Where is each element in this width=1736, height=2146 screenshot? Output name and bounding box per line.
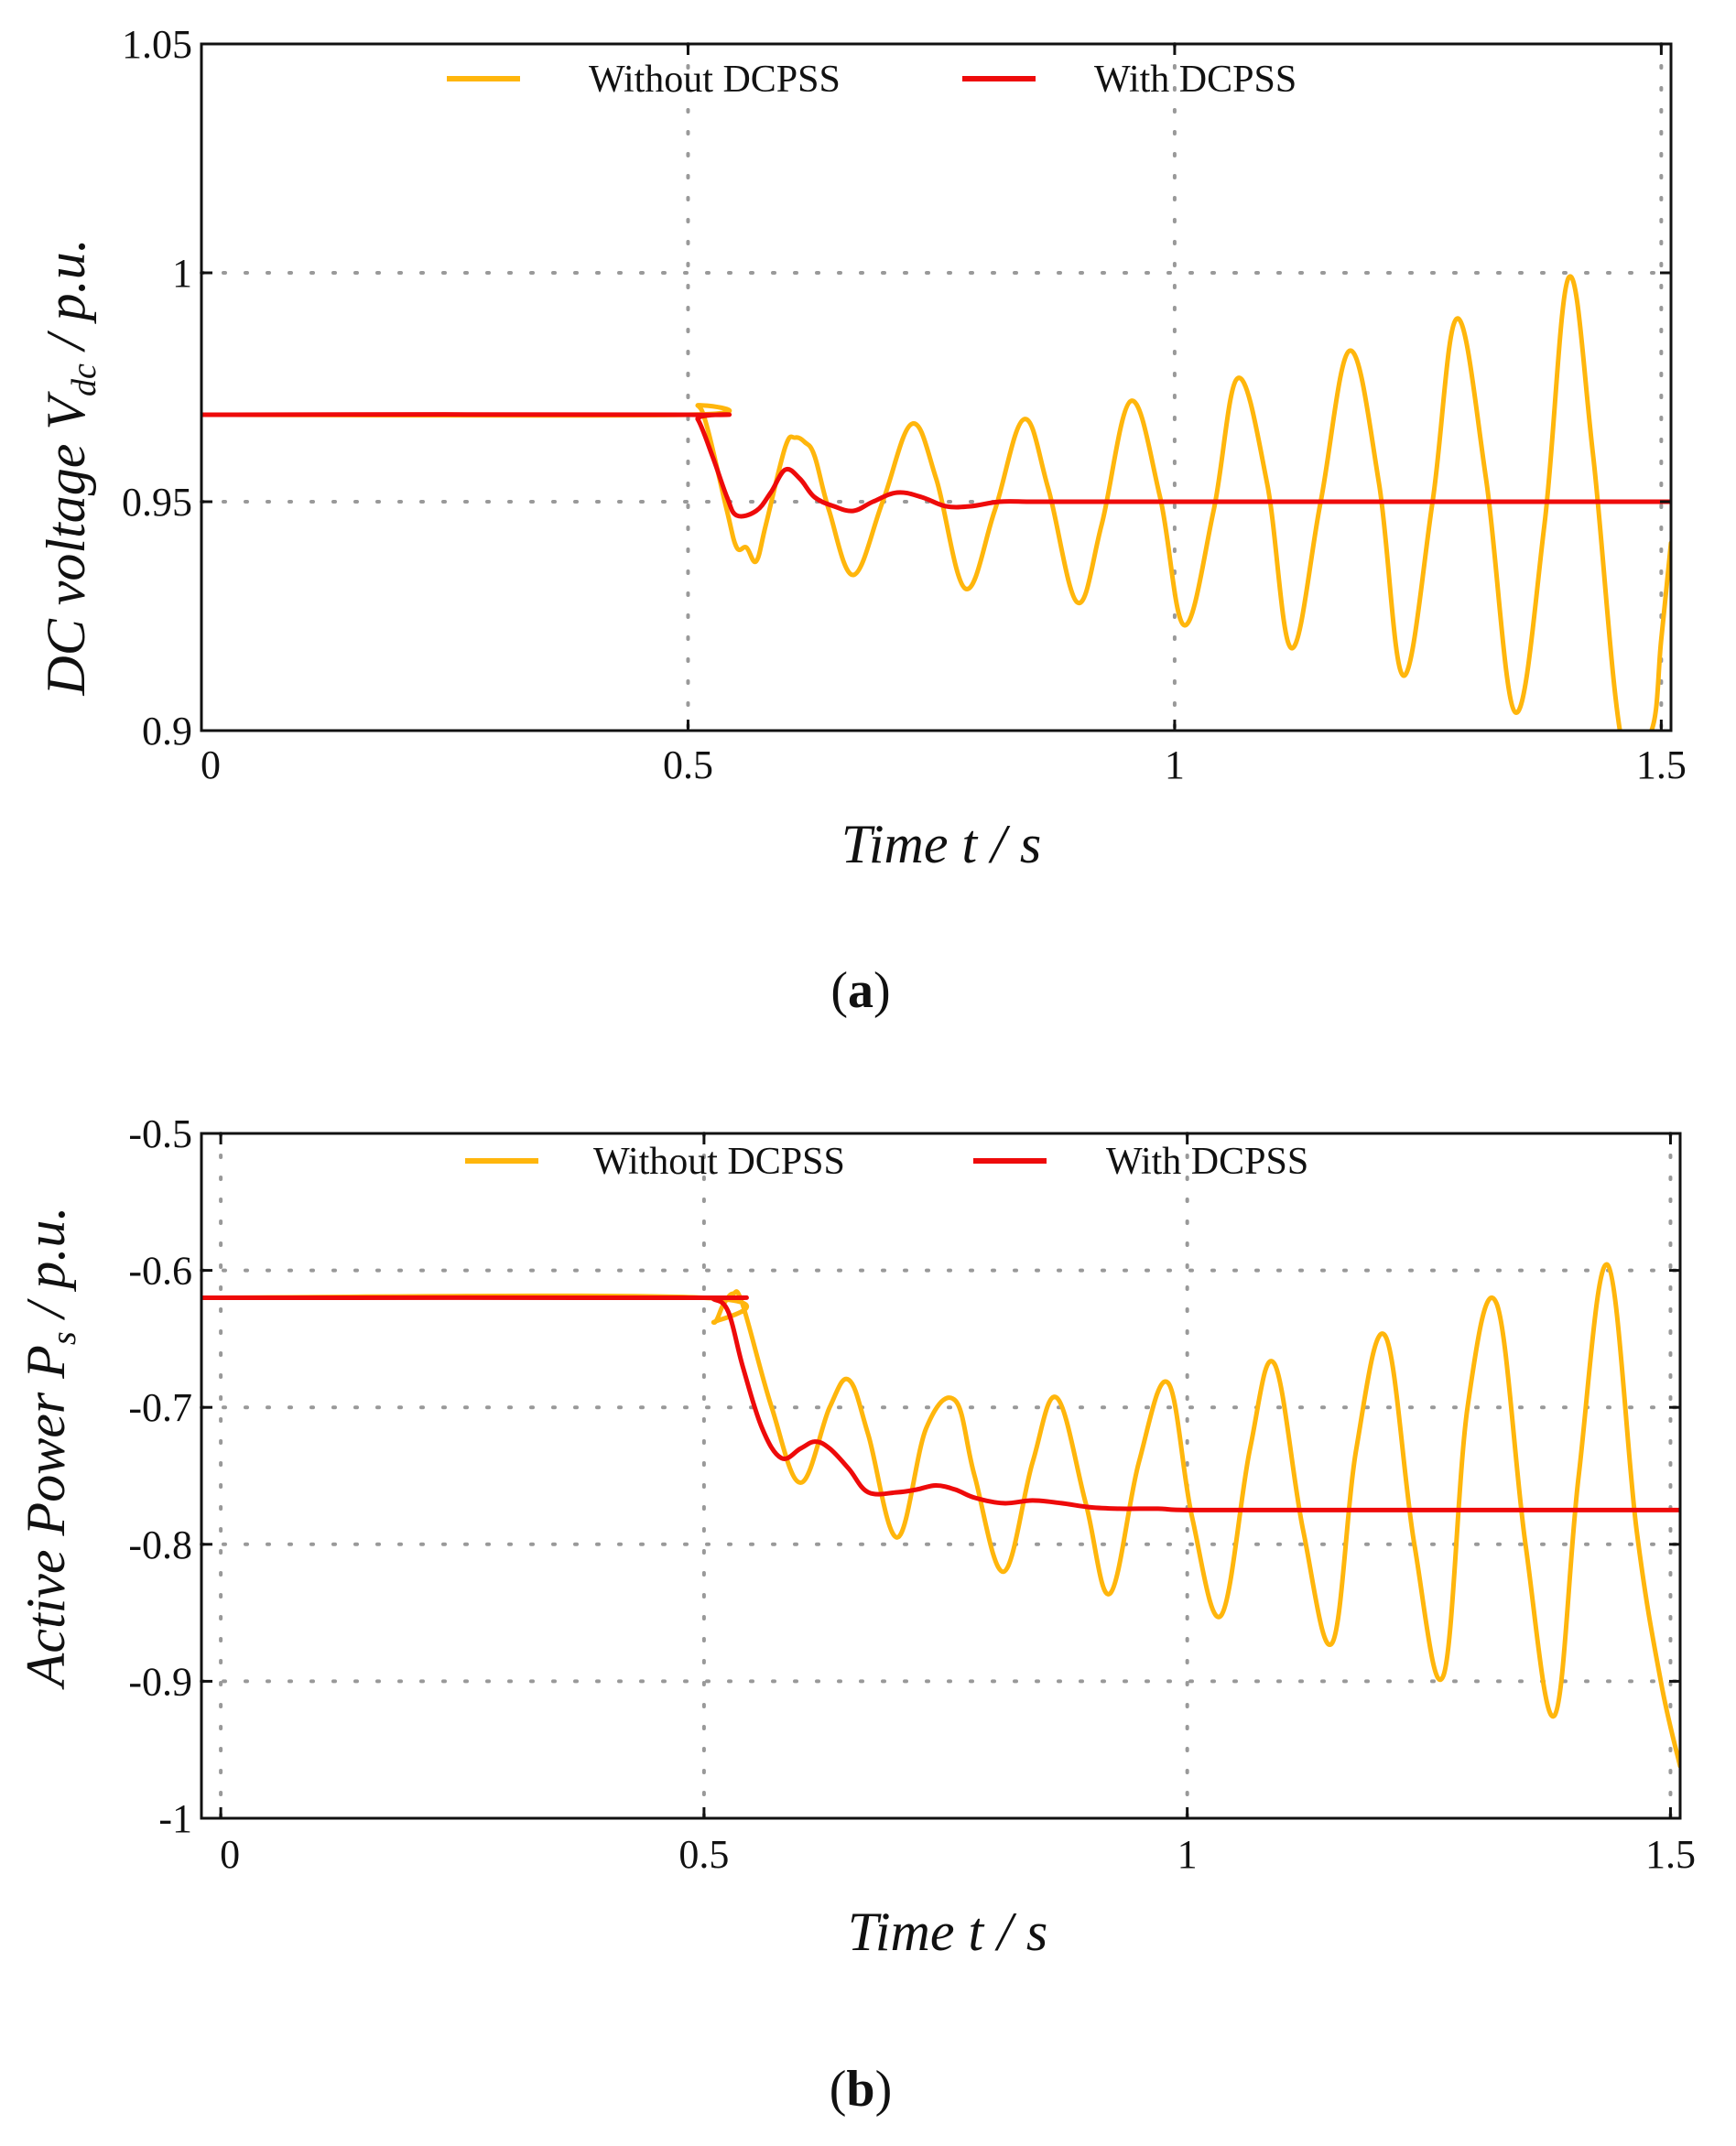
legend-label-without-dcpss-a: Without DCPSS xyxy=(589,59,841,101)
y-axis-title-a-unit: / p.u. xyxy=(36,238,96,363)
y-axis-title-b: Active Power Ps / p.u. xyxy=(16,1207,83,1691)
series-line-with-dcpss-a xyxy=(201,412,1671,519)
y-tick-label-b: -0.6 xyxy=(128,1249,192,1294)
series-line-without-dcpss-a xyxy=(201,274,1671,731)
x-tick-label-b: 1 xyxy=(1177,1832,1198,1877)
caption-b-letter: b xyxy=(846,2061,874,2118)
y-axis-title-b-unit: / p.u. xyxy=(16,1207,76,1332)
x-axis-title-b: Time t / s xyxy=(848,1902,1047,1962)
legend-label-without-dcpss-b: Without DCPSS xyxy=(593,1141,845,1183)
y-tick-label-b: -0.5 xyxy=(128,1111,192,1156)
y-tick-label-b: -0.7 xyxy=(128,1385,192,1430)
plot-frame-b xyxy=(200,1132,1682,1820)
x-tick-label-a: 1 xyxy=(1165,742,1185,787)
x-tick-label-b: 0 xyxy=(220,1832,240,1877)
series-line-with-dcpss-b xyxy=(201,1295,1680,1513)
plot-frame-a xyxy=(200,42,1673,732)
series-line-without-dcpss-b xyxy=(201,1262,1680,1769)
y-tick-label-b: -0.8 xyxy=(128,1523,192,1567)
x-tick-label-b: 1.5 xyxy=(1645,1832,1696,1877)
y-axis-title-a-sub: dc xyxy=(65,363,103,396)
chart-panel-a: 0 0.5 1 1.5 0.9 0.95 1 1.05 Without DCPSS With DC… xyxy=(122,22,1687,787)
legend-label-with-dcpss-b: With DCPSS xyxy=(1106,1141,1308,1183)
y-tick-label-a: 0.95 xyxy=(122,480,192,525)
x-tick-label-b: 0.5 xyxy=(678,1832,729,1877)
y-tick-label-a: 1 xyxy=(172,251,192,296)
legend-label-with-dcpss-a: With DCPSS xyxy=(1094,59,1297,101)
x-tick-label-a: 1.5 xyxy=(1636,742,1687,787)
y-axis-title-a: DC voltage Vdc / p.u. xyxy=(36,238,103,696)
caption-a: (a) xyxy=(830,962,890,1019)
y-tick-label-a: 1.05 xyxy=(122,22,192,67)
y-tick-label-a: 0.9 xyxy=(142,709,192,753)
y-tick-label-b: -1 xyxy=(158,1796,192,1841)
y-axis-title-b-main: Active Power P xyxy=(16,1345,76,1690)
x-tick-label-a: 0.5 xyxy=(663,742,713,787)
x-axis-title-a: Time t / s xyxy=(841,814,1041,874)
chart-panel-b: 0 0.5 1 1.5 -1 -0.9 -0.8 -0.7 -0.6 -0.5 Without DC… xyxy=(128,1111,1696,1877)
x-tick-label-a: 0 xyxy=(201,742,221,787)
caption-a-letter: a xyxy=(848,962,873,1019)
y-axis-title-a-main: DC voltage V xyxy=(36,391,96,697)
y-tick-label-b: -0.9 xyxy=(128,1659,192,1704)
caption-b: (b) xyxy=(830,2061,892,2118)
y-axis-title-b-sub: s xyxy=(45,1331,83,1345)
